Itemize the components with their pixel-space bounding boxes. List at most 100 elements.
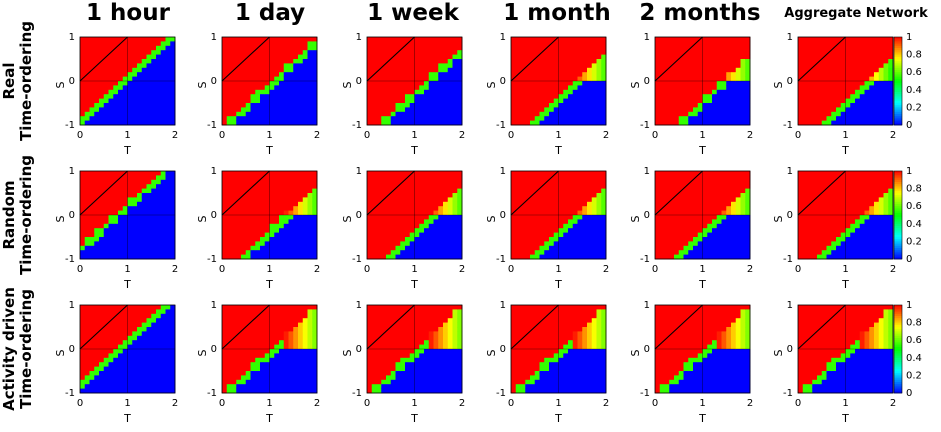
heatmap-cell — [817, 41, 823, 47]
heatmap-cell — [558, 219, 564, 225]
heatmap-cell — [807, 250, 813, 255]
heatmap-cell — [888, 76, 894, 82]
heatmap-cell — [419, 67, 425, 73]
heatmap-cell — [84, 241, 90, 247]
heatmap-cell — [226, 111, 232, 117]
heatmap-cell — [279, 254, 285, 260]
x-tick-label: 1 — [555, 264, 561, 275]
heatmap-cell — [659, 45, 665, 51]
heatmap-cell — [655, 59, 661, 64]
heatmap-cell — [817, 37, 823, 42]
heatmap-cell — [452, 197, 458, 203]
heatmap-cell — [831, 76, 837, 82]
heatmap-cell — [553, 41, 559, 47]
heatmap-cell — [745, 201, 751, 207]
heatmap-cell — [99, 197, 105, 203]
heatmap-cell — [802, 228, 808, 233]
heatmap-cell — [587, 120, 593, 126]
heatmap-cell — [888, 201, 894, 207]
heatmap-cell — [826, 171, 832, 176]
heatmap-cell — [283, 89, 289, 95]
y-tick-label: -1 — [783, 254, 793, 265]
heatmap-cell — [390, 116, 396, 121]
heatmap-cell — [274, 241, 280, 247]
heatmap-cell — [99, 116, 105, 121]
heatmap-cell — [596, 197, 602, 203]
heatmap-cell — [878, 250, 884, 255]
heatmap-cell — [745, 171, 751, 176]
heatmap-cell — [409, 89, 415, 95]
heatmap-cell — [108, 54, 114, 60]
heatmap-cell — [371, 197, 377, 203]
heatmap-cell — [845, 197, 851, 203]
heatmap-cell — [549, 37, 555, 42]
heatmap-cell — [674, 210, 680, 216]
heatmap-cell — [132, 59, 138, 64]
heatmap-cell — [601, 103, 607, 108]
heatmap-cell — [274, 250, 280, 255]
heatmap-cell — [587, 193, 593, 198]
y-tick-label: -1 — [65, 120, 75, 131]
heatmap-cell — [850, 184, 856, 189]
heatmap-cell — [231, 50, 237, 55]
y-axis-label: S — [341, 215, 354, 222]
heatmap-cell — [94, 175, 100, 181]
heatmap-cell — [683, 206, 689, 211]
heatmap-cell — [740, 63, 746, 69]
heatmap-cell — [231, 219, 237, 225]
heatmap-cell — [443, 223, 449, 229]
heatmap-cell — [539, 41, 545, 47]
heatmap-cell — [721, 72, 727, 77]
heatmap-cell — [520, 107, 526, 113]
heatmap-cell — [414, 107, 420, 113]
heatmap-cell — [544, 76, 550, 82]
heatmap-cell — [381, 72, 387, 77]
heatmap-cell — [424, 98, 430, 104]
heatmap-cell — [659, 171, 665, 176]
heatmap-cell — [457, 232, 463, 238]
heatmap-cell — [312, 201, 318, 207]
heatmap-cell — [260, 245, 266, 251]
heatmap-cell — [222, 245, 228, 251]
heatmap-cell — [520, 210, 526, 216]
heatmap-cell — [596, 81, 602, 86]
heatmap-cell — [572, 197, 578, 203]
heatmap-cell — [697, 206, 703, 211]
x-axis-label: T — [410, 278, 418, 291]
heatmap-cell — [245, 179, 251, 185]
heatmap-cell — [878, 111, 884, 117]
heatmap-cell — [226, 116, 232, 121]
heatmap-cell — [226, 98, 232, 104]
heatmap-cell — [544, 107, 550, 113]
heatmap-cell — [222, 107, 228, 113]
heatmap-cell — [802, 94, 808, 99]
heatmap-cell — [113, 193, 119, 198]
heatmap-cell — [438, 241, 444, 247]
heatmap-cell — [400, 76, 406, 82]
heatmap-cell — [390, 245, 396, 251]
heatmap-cell — [731, 67, 737, 73]
heatmap-cell — [530, 116, 536, 121]
heatmap-cell — [530, 197, 536, 203]
heatmap-cell — [160, 72, 166, 77]
heatmap-cell — [293, 215, 299, 220]
heatmap-cell — [817, 103, 823, 108]
heatmap-cell — [693, 67, 699, 73]
heatmap-cell — [525, 37, 531, 42]
heatmap-cell — [264, 241, 270, 247]
heatmap-cell — [302, 85, 308, 91]
heatmap-cell — [255, 72, 261, 77]
heatmap-cell — [577, 45, 583, 51]
heatmap-cell — [859, 245, 865, 251]
y-tick-label: 0 — [500, 76, 506, 87]
heatmap-cell — [409, 241, 415, 247]
heatmap-cell — [222, 241, 228, 247]
heatmap-cell — [151, 107, 157, 113]
heatmap-cell — [307, 45, 313, 51]
heatmap-cell — [376, 175, 382, 181]
heatmap-cell — [298, 193, 304, 198]
heatmap-cell — [419, 193, 425, 198]
heatmap-cell — [678, 179, 684, 185]
panel-frame — [79, 170, 176, 260]
heatmap-cell — [807, 54, 813, 60]
